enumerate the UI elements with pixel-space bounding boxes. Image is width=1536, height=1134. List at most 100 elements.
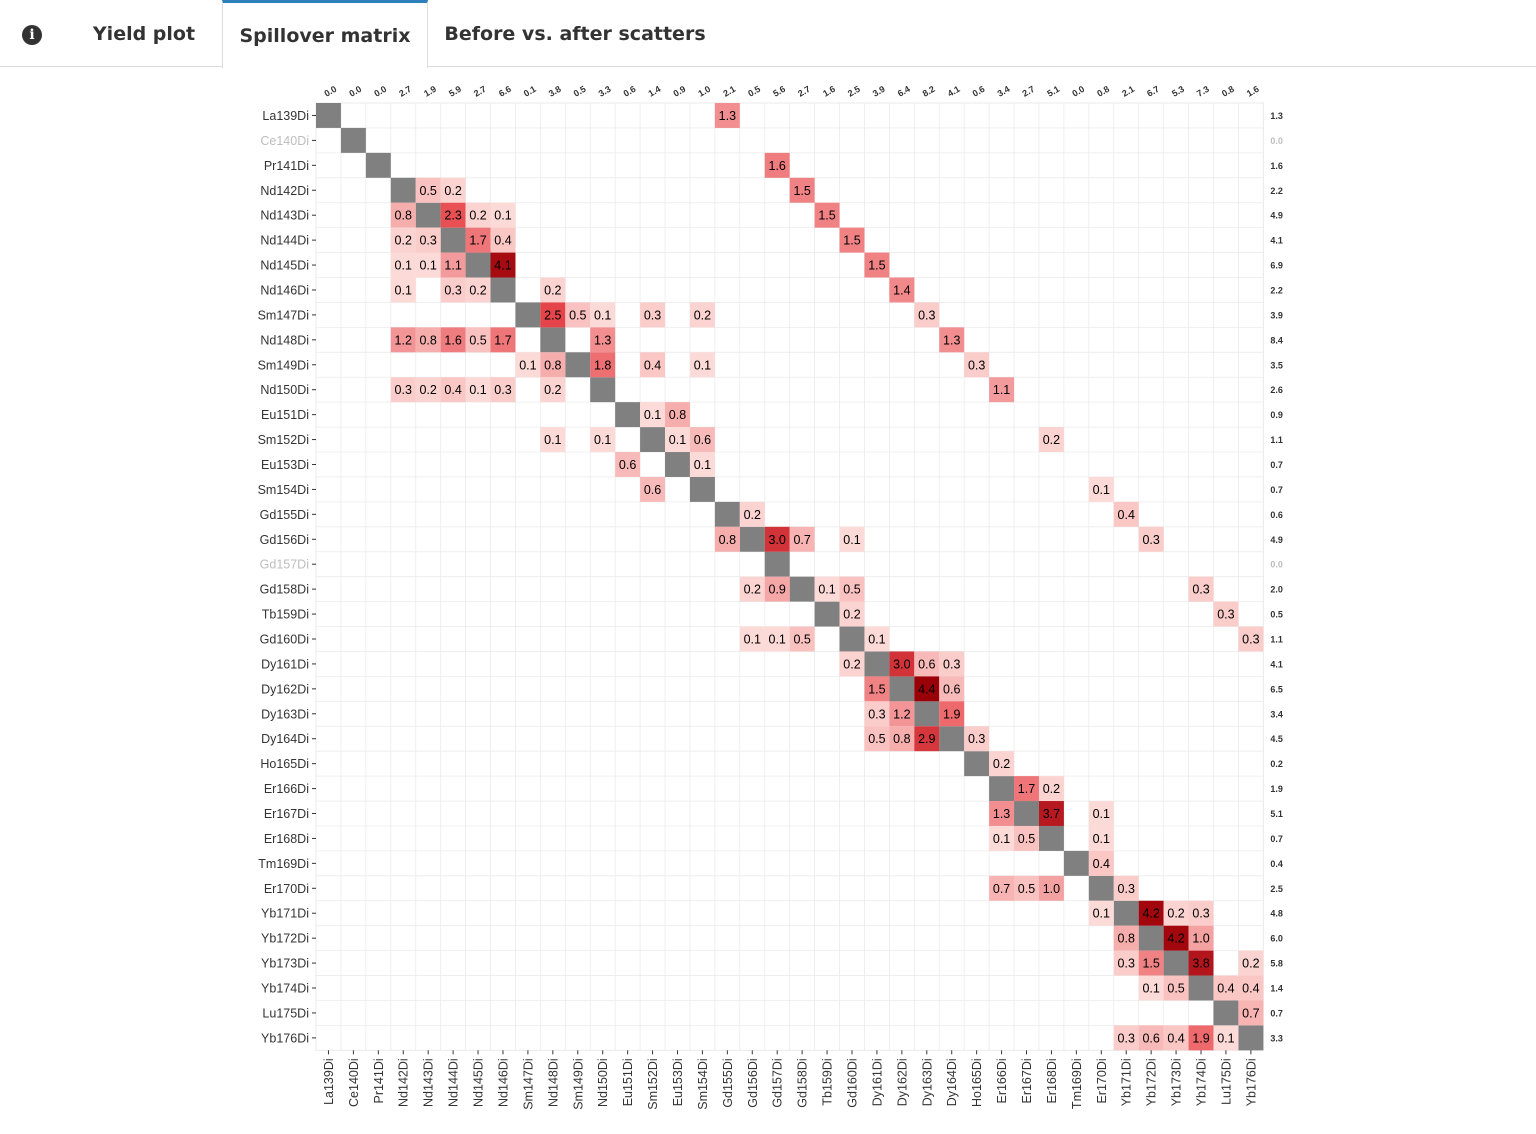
column-total-label: 7.3 (1195, 84, 1211, 99)
cell-value-label: 1.2 (893, 707, 910, 721)
heatmap-cell (415, 177, 441, 203)
cell-value-label: 0.7 (1242, 1006, 1259, 1020)
heatmap-cell (1113, 950, 1139, 976)
column-total-label: 1.6 (1245, 84, 1261, 99)
row-label: Gd158Di (260, 583, 309, 597)
heatmap-cell (390, 277, 416, 303)
heatmap-cell (939, 327, 965, 353)
cell-value-label: 0.3 (968, 732, 985, 746)
cell-value-label: 1.0 (1043, 882, 1060, 896)
diagonal-cell (1014, 801, 1039, 826)
column-label: Gd155Di (721, 1058, 735, 1107)
cell-value-label: 0.2 (993, 757, 1010, 771)
column-total-label: 6.4 (896, 84, 912, 99)
column-label: Nd144Di (447, 1058, 461, 1107)
diagonal-cell (540, 327, 566, 353)
diagonal-cell (789, 576, 815, 602)
tab-label: Before vs. after scatters (444, 22, 706, 45)
heatmap-cell (1138, 526, 1164, 552)
heatmap-cell (1213, 1025, 1239, 1051)
row-label: Tb159Di (262, 608, 309, 622)
cell-value-label: 0.2 (744, 508, 761, 522)
column-label: Nd145Di (472, 1058, 486, 1107)
tab-info[interactable]: i (0, 0, 66, 67)
cell-value-label: 0.3 (1242, 632, 1259, 646)
heatmap-cell (739, 576, 765, 602)
column-label: Dy164Di (945, 1058, 959, 1106)
column-total-label: 6.7 (1145, 84, 1161, 99)
column-total-label: 0.9 (671, 84, 687, 99)
cell-value-label: 0.8 (893, 732, 910, 746)
cell-value-label: 1.7 (469, 234, 486, 248)
heatmap-cell (864, 726, 890, 752)
tab-before-after-scatters[interactable]: Before vs. after scatters (428, 0, 722, 67)
row-total-label: 3.3 (1270, 1033, 1283, 1043)
heatmap-cell (1014, 776, 1039, 802)
heatmap-cell (789, 177, 815, 203)
diagonal-cell (689, 476, 715, 502)
row-total-label: 5.8 (1270, 959, 1283, 969)
column-total-label: 8.2 (921, 84, 937, 99)
tab-yield-plot[interactable]: Yield plot (66, 0, 222, 67)
column-label: Pr141Di (372, 1058, 386, 1103)
column-label: Ho165Di (970, 1058, 984, 1107)
cell-value-label: 0.8 (1118, 932, 1135, 946)
heatmap-cell (689, 302, 715, 328)
cell-value-label: 0.9 (769, 583, 786, 597)
column-label: Er168Di (1045, 1058, 1059, 1103)
row-label: Gd160Di (260, 632, 309, 646)
row-label: Nd145Di (260, 259, 309, 273)
cell-value-label: 0.4 (1118, 508, 1135, 522)
heatmap-cell (1113, 875, 1139, 901)
diagonal-cell (1163, 950, 1189, 976)
heatmap-cell (665, 427, 690, 453)
column-total-label: 3.4 (996, 84, 1012, 99)
cell-value-label: 0.2 (544, 383, 561, 397)
row-label: Ho165Di (260, 757, 309, 771)
row-label: Yb172Di (261, 932, 309, 946)
diagonal-cell (615, 402, 641, 428)
column-label: Sm147Di (521, 1058, 535, 1109)
cell-value-label: 1.9 (943, 707, 960, 721)
cell-value-label: 0.6 (943, 682, 960, 696)
heatmap-cell (864, 252, 890, 278)
column-label: Ce140Di (347, 1058, 361, 1107)
cell-value-label: 0.5 (868, 732, 885, 746)
row-label: Ce140Di (260, 134, 309, 148)
column-total-label: 1.6 (821, 84, 837, 99)
heatmap-cell (1163, 925, 1189, 951)
column-label: Tb159Di (821, 1058, 835, 1105)
row-total-label: 0.9 (1270, 410, 1283, 420)
heatmap-cell (889, 651, 915, 677)
row-total-label: 0.0 (1270, 136, 1283, 146)
heatmap-cell (515, 352, 541, 378)
cell-value-label: 1.3 (943, 333, 960, 347)
cell-value-label: 1.5 (843, 234, 860, 248)
heatmap-cell (1213, 975, 1239, 1001)
heatmap-cell (640, 476, 666, 502)
diagonal-cell (1063, 850, 1089, 876)
heatmap-cell (1138, 900, 1164, 926)
heatmap-cell (1088, 850, 1114, 876)
cell-value-label: 0.1 (744, 632, 761, 646)
heatmap-cell (1238, 1000, 1264, 1026)
heatmap-cell (390, 227, 416, 253)
row-total-label: 1.4 (1270, 984, 1283, 994)
cell-value-label: 0.6 (918, 657, 935, 671)
cell-value-label: 3.0 (893, 657, 910, 671)
heatmap-cell (465, 377, 491, 403)
cell-value-label: 0.1 (469, 383, 486, 397)
tab-spillover-matrix[interactable]: Spillover matrix (222, 0, 428, 68)
cell-value-label: 0.2 (544, 283, 561, 297)
heatmap-cell (390, 202, 416, 228)
column-total-label: 0.0 (372, 84, 388, 99)
row-label: Nd143Di (260, 209, 309, 223)
heatmap-cell (1113, 1025, 1139, 1051)
cell-value-label: 0.2 (843, 657, 860, 671)
cell-value-label: 0.3 (1192, 907, 1209, 921)
cell-value-label: 0.5 (419, 184, 436, 198)
column-total-label: 2.7 (1021, 84, 1037, 99)
heatmap-cell (889, 726, 915, 752)
column-label: Yb176Di (1244, 1058, 1258, 1106)
column-total-label: 5.3 (1170, 84, 1186, 99)
